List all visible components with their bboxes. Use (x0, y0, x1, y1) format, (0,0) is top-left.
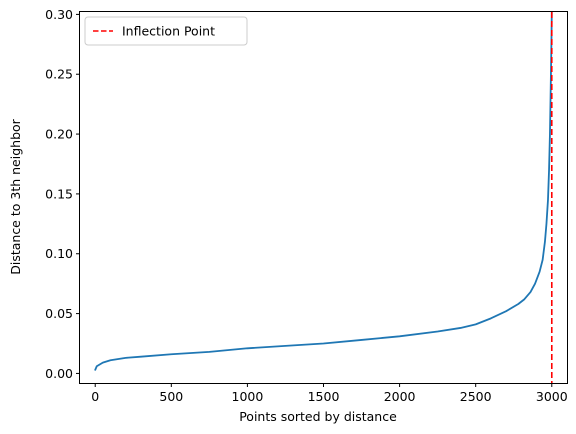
x-tick-label: 1500 (308, 389, 340, 404)
x-tick-label: 2000 (384, 389, 416, 404)
y-tick-label: 0.20 (45, 127, 73, 142)
x-tick-label: 3000 (536, 389, 568, 404)
y-tick-label: 0.15 (45, 186, 73, 201)
x-tick-label: 1000 (232, 389, 264, 404)
legend-box (84, 16, 248, 46)
y-tick-label: 0.25 (45, 67, 73, 82)
legend: Inflection Point (84, 16, 248, 46)
y-tick-label: 0.30 (45, 7, 73, 22)
x-tick-label: 500 (159, 389, 183, 404)
legend-label-inflection: Inflection Point (122, 24, 215, 39)
plot-frame (79, 11, 568, 384)
y-tick-label: 0.05 (45, 306, 73, 321)
axis-ticks: 0 500 1000 1500 2000 2500 3000 0.00 0.05 0.10 0.15… (45, 7, 568, 404)
x-tick-label: 0 (91, 389, 99, 404)
x-tick-label: 2500 (460, 389, 492, 404)
y-tick-label: 0.10 (45, 246, 73, 261)
y-tick-label: 0.00 (45, 366, 73, 381)
y-axis-label: Distance to 3th neighbor (8, 118, 23, 274)
plot-area (94, 11, 553, 383)
series-line (94, 11, 553, 371)
x-axis-label: Points sorted by distance (239, 409, 397, 424)
